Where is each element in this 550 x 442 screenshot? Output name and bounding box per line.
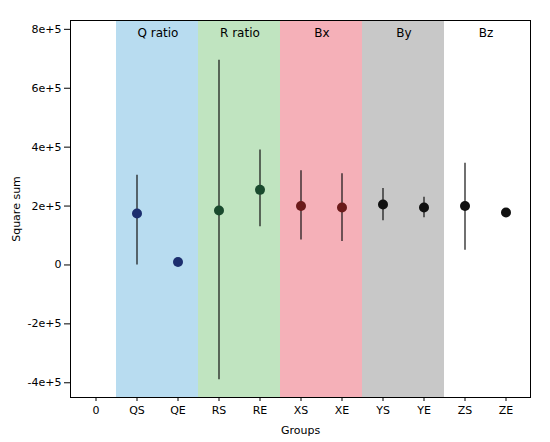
svg-text:XS: XS [294,404,309,417]
svg-text:Square sum: Square sum [10,176,23,242]
svg-text:4e+5: 4e+5 [32,141,62,154]
svg-text:8e+5: 8e+5 [32,23,62,36]
svg-text:2e+5: 2e+5 [32,200,62,213]
svg-text:0: 0 [55,258,62,271]
svg-text:ZE: ZE [499,404,514,417]
svg-text:XE: XE [335,404,350,417]
svg-text:YE: YE [416,404,431,417]
svg-text:6e+5: 6e+5 [32,82,62,95]
svg-text:-4e+5: -4e+5 [28,376,62,389]
svg-text:Groups: Groups [281,424,320,437]
svg-text:QS: QS [129,404,145,417]
svg-text:By: By [396,26,411,40]
svg-text:Bx: Bx [314,26,329,40]
svg-text:ZS: ZS [458,404,473,417]
svg-text:RS: RS [212,404,227,417]
svg-text:RE: RE [253,404,268,417]
svg-text:Q ratio: Q ratio [137,26,178,40]
svg-text:QE: QE [170,404,186,417]
svg-text:Bz: Bz [479,26,494,40]
svg-text:-2e+5: -2e+5 [28,317,62,330]
svg-text:R ratio: R ratio [220,26,260,40]
svg-text:YS: YS [375,404,390,417]
svg-text:0: 0 [93,404,100,417]
